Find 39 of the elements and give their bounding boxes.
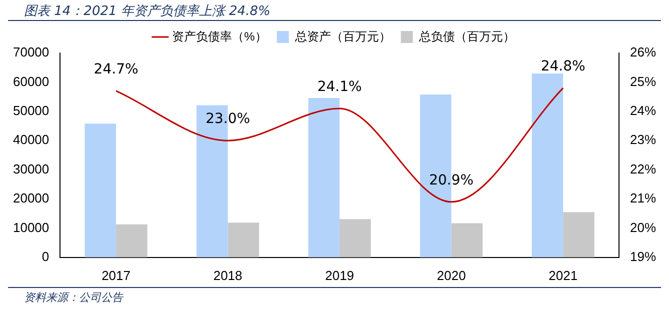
- y-tick-label: 10000: [12, 220, 50, 235]
- y2-tick-label: 22%: [630, 161, 656, 176]
- bar: [84, 124, 116, 258]
- x-tick-label: 2020: [436, 268, 466, 283]
- bar: [116, 224, 148, 258]
- y-tick-label: 40000: [12, 132, 50, 148]
- y2-tick-label: 19%: [630, 248, 656, 264]
- y2-tick-label: 20%: [630, 220, 656, 235]
- y-tick-label: 60000: [12, 74, 50, 89]
- bar: [228, 222, 260, 258]
- text: 资料来源：公司公告: [8, 287, 661, 305]
- bar: [563, 212, 594, 258]
- legend-label: 总负债（百万元）: [418, 29, 515, 44]
- y2-tick-label: 25%: [630, 74, 656, 89]
- bar: [340, 219, 371, 258]
- y-tick-label: 30000: [12, 161, 50, 176]
- y2-tick-label: 24%: [630, 102, 656, 118]
- legend-label: 总资产（百万元）: [294, 29, 391, 44]
- x-tick-label: 2017: [102, 268, 130, 283]
- y2-tick-label: 26%: [630, 44, 656, 60]
- chart-title: 图表 14：2021 年资产负债率上涨 24.8%: [8, 0, 661, 21]
- x-tick-label: 2019: [325, 268, 354, 283]
- data-label: 24.8%: [540, 58, 586, 75]
- data-label: 23.0%: [206, 111, 250, 128]
- y-tick-label: 70000: [12, 44, 50, 60]
- data-label: 20.9%: [429, 172, 474, 189]
- y-tick-label: 50000: [12, 102, 50, 118]
- y-tick-label: 0: [42, 248, 50, 264]
- data-label: 24.1%: [317, 79, 362, 96]
- x-tick-label: 2018: [213, 268, 242, 283]
- bar: [451, 223, 483, 258]
- y-tick-label: 20000: [12, 190, 50, 206]
- data-label: 24.7%: [94, 62, 138, 78]
- y2-tick-label: 21%: [630, 190, 656, 206]
- bar: [532, 73, 564, 258]
- x-tick-label: 2021: [548, 268, 578, 283]
- legend-label: 资产负债率（%）: [172, 29, 267, 44]
- bar: [308, 98, 340, 258]
- y2-tick-label: 23%: [630, 132, 656, 148]
